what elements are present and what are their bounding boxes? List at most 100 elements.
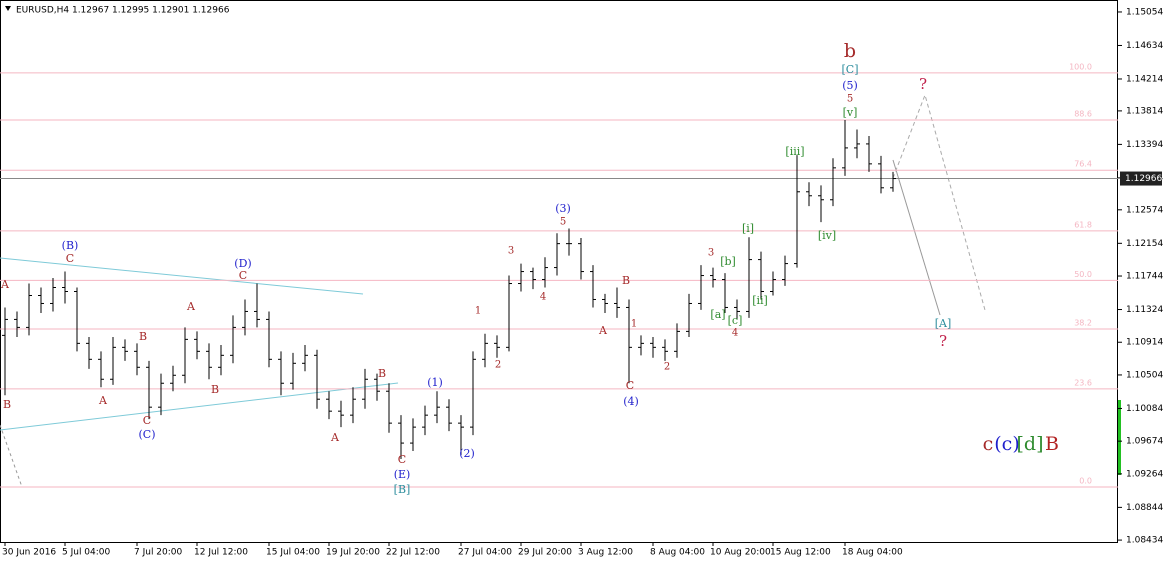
wave-label: B bbox=[139, 330, 147, 343]
wave-label: 3 bbox=[708, 248, 714, 259]
y-tick-label: 1.10504 bbox=[1126, 370, 1163, 380]
wave-label: A bbox=[598, 324, 608, 337]
wave-label: (1) bbox=[427, 376, 443, 389]
x-tick-label: 15 Jul 04:00 bbox=[266, 548, 320, 558]
x-tick-label: 7 Jul 20:00 bbox=[134, 548, 183, 558]
wave-label: [B] bbox=[394, 483, 411, 496]
y-tick-label: 1.14214 bbox=[1126, 74, 1163, 84]
y-tick-label: 1.08434 bbox=[1126, 536, 1163, 546]
wave-label: [i] bbox=[742, 222, 754, 235]
last-price-box bbox=[1120, 171, 1162, 186]
x-tick-label: 8 Aug 04:00 bbox=[650, 548, 705, 558]
wave-label: A bbox=[0, 278, 10, 291]
wave-label: 4 bbox=[540, 292, 546, 303]
wave-label: B bbox=[378, 367, 386, 380]
wave-label: (2) bbox=[459, 447, 475, 460]
x-tick-label: 18 Aug 04:00 bbox=[842, 548, 903, 558]
wave-label: [C] bbox=[842, 63, 859, 76]
y-tick-label: 1.11324 bbox=[1126, 305, 1163, 315]
wave-label: (B) bbox=[62, 239, 79, 252]
wave-label: [iv] bbox=[818, 229, 836, 242]
fib-label: 50.0 bbox=[1074, 270, 1092, 279]
wave-label: C bbox=[398, 453, 406, 466]
y-tick-label: 1.11744 bbox=[1126, 272, 1163, 282]
projection-line bbox=[0, 424, 23, 488]
wave-label: (E) bbox=[394, 468, 411, 481]
wave-label: [a] bbox=[710, 308, 725, 321]
wave-label: c bbox=[983, 433, 994, 455]
wave-label: C bbox=[66, 252, 74, 265]
y-tick-label: 1.12154 bbox=[1126, 239, 1163, 249]
x-tick-label: 29 Jul 20:00 bbox=[518, 548, 572, 558]
projection-line bbox=[892, 93, 986, 311]
wave-label: 2 bbox=[664, 362, 670, 373]
wave-label: 5 bbox=[847, 94, 853, 105]
volume-marker bbox=[1118, 400, 1121, 475]
x-tick-label: 12 Jul 12:00 bbox=[194, 548, 248, 558]
wave-label: A bbox=[98, 394, 108, 407]
wave-label: A bbox=[330, 431, 340, 444]
y-tick-label: 1.13394 bbox=[1126, 140, 1163, 150]
y-tick-label: 1.09264 bbox=[1126, 469, 1163, 479]
wave-label: [iii] bbox=[785, 145, 804, 158]
x-tick-label: 10 Aug 20:00 bbox=[710, 548, 771, 558]
wave-label: B bbox=[1045, 433, 1059, 455]
menu-arrow bbox=[5, 6, 11, 11]
y-tick-label: 1.12574 bbox=[1126, 205, 1163, 215]
x-tick-label: 27 Jul 04:00 bbox=[458, 548, 512, 558]
wave-label: [v] bbox=[843, 106, 858, 119]
wave-label: (c) bbox=[994, 433, 1019, 455]
fib-label: 88.6 bbox=[1074, 109, 1092, 118]
x-tick-label: 22 Jul 12:00 bbox=[386, 548, 440, 558]
y-tick-label: 1.13814 bbox=[1126, 106, 1163, 116]
wave-label: (5) bbox=[842, 79, 858, 92]
wave-label: C bbox=[143, 414, 151, 427]
last-price-label: 1.12966 bbox=[1125, 174, 1162, 184]
wave-label: 4 bbox=[732, 328, 738, 339]
wave-label: B bbox=[3, 398, 11, 411]
wave-label: 2 bbox=[495, 360, 501, 371]
wave-label: ? bbox=[919, 75, 927, 93]
fib-label: 76.4 bbox=[1074, 160, 1092, 169]
projection-line bbox=[892, 159, 941, 316]
fib-label: 61.8 bbox=[1074, 220, 1092, 229]
fib-label: 23.6 bbox=[1074, 378, 1092, 387]
fib-label: 38.2 bbox=[1074, 318, 1092, 327]
wave-label: 1 bbox=[475, 306, 481, 317]
y-tick-label: 1.08844 bbox=[1126, 503, 1163, 513]
wave-label: C bbox=[626, 379, 634, 392]
chart-title: EURUSD,H4 1.12967 1.12995 1.12901 1.1296… bbox=[16, 6, 230, 16]
y-tick-label: 1.15054 bbox=[1126, 7, 1163, 17]
y-tick-label: 1.10914 bbox=[1126, 338, 1163, 348]
x-tick-label: 3 Aug 12:00 bbox=[578, 548, 633, 558]
trend-line bbox=[0, 382, 399, 431]
wave-label: [ii] bbox=[752, 294, 768, 307]
wave-label: [c] bbox=[728, 314, 743, 327]
wave-label: (C) bbox=[139, 428, 156, 441]
trend-line bbox=[0, 257, 364, 295]
wave-label: (4) bbox=[623, 395, 639, 408]
fib-label: 0.0 bbox=[1079, 476, 1092, 485]
wave-label: B bbox=[211, 383, 219, 396]
fib-label: 100.0 bbox=[1069, 62, 1092, 71]
wave-label: 1 bbox=[631, 319, 637, 330]
y-tick-label: 1.10084 bbox=[1126, 404, 1163, 414]
wave-label: 5 bbox=[560, 217, 566, 228]
x-tick-label: 19 Jul 20:00 bbox=[326, 548, 380, 558]
x-tick-label: 15 Aug 12:00 bbox=[770, 548, 831, 558]
wave-label: (D) bbox=[234, 257, 251, 270]
wave-label: 3 bbox=[508, 246, 514, 257]
plot-frame bbox=[0, 0, 1118, 543]
wave-label: [A] bbox=[935, 317, 952, 330]
y-tick-label: 1.09674 bbox=[1126, 437, 1163, 447]
wave-label: C bbox=[239, 269, 247, 282]
wave-label: A bbox=[186, 300, 196, 313]
wave-label: ? bbox=[939, 332, 947, 350]
x-tick-label: 30 Jun 2016 bbox=[2, 548, 56, 558]
wave-label: B bbox=[622, 274, 630, 287]
x-tick-label: 5 Jul 04:00 bbox=[62, 548, 111, 558]
wave-label: (3) bbox=[555, 202, 571, 215]
wave-label: [d] bbox=[1017, 433, 1044, 455]
wave-label: b bbox=[844, 40, 856, 62]
